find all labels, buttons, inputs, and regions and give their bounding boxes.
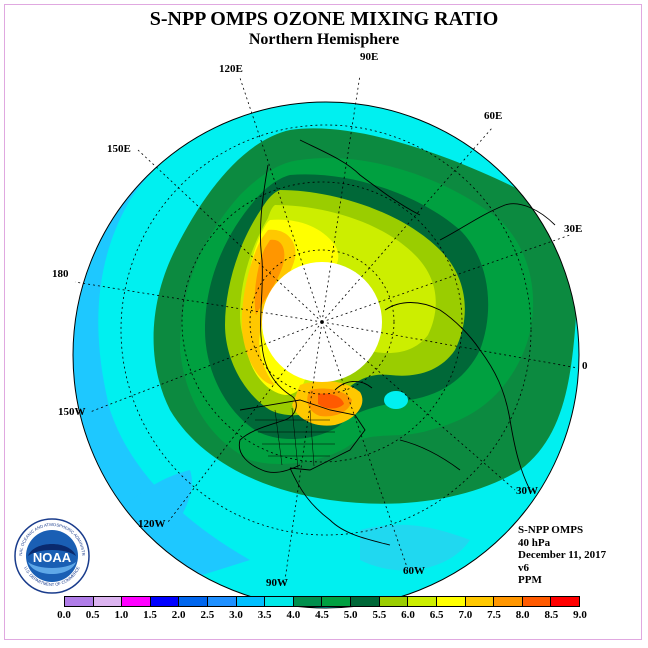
colorbar-tick-label: 7.5 <box>487 609 501 621</box>
colorbar-segment <box>551 597 579 606</box>
figure-frame <box>4 4 642 640</box>
map-boundary <box>72 101 580 609</box>
colorbar-ticks: 0.0 0.5 1.0 1.5 2.0 2.5 3.0 3.5 4.0 4.5 5.0 5.5 6.0 6… <box>57 609 587 623</box>
state-border <box>291 407 299 469</box>
colorbar-tick-label: 3.0 <box>229 609 243 621</box>
colorbar-tick-label: 2.5 <box>200 609 215 621</box>
info-date: December 11, 2017 <box>518 549 607 561</box>
colorbar-tick-label: 4.0 <box>286 609 301 621</box>
meridian-120w <box>167 321 323 523</box>
lon-label-120w: 120W <box>138 518 166 530</box>
meridian-90e <box>321 74 361 323</box>
logo-bird-icon <box>28 544 76 556</box>
info-instrument: S-NPP OMPS <box>518 524 584 536</box>
colorbar-segment <box>208 597 237 606</box>
lon-label-0: 0 <box>582 360 588 372</box>
colorbar-segment <box>150 597 180 606</box>
field-redorange <box>318 393 344 409</box>
logo-wave-icon <box>28 562 76 574</box>
latitude-circle-75 <box>249 249 395 395</box>
lon-label-30e: 30E <box>564 223 583 235</box>
meridian-90w <box>284 321 323 581</box>
colorbar-tick-label: 0.5 <box>85 609 100 621</box>
colorbar-segment <box>293 597 323 606</box>
map-title: S-NPP OMPS OZONE MIXING RATIO <box>149 8 499 30</box>
colorbar-segment <box>408 597 437 606</box>
colorbar-tick-label: 5.5 <box>372 609 387 621</box>
colorbar-segment <box>436 597 466 606</box>
lon-label-120e: 120E <box>219 63 243 75</box>
meridian-150w <box>89 321 323 413</box>
colorbar-tick-label: 5.0 <box>343 609 358 621</box>
colorbar-segment <box>265 597 294 606</box>
colorbar-tick-label: 3.5 <box>257 609 272 621</box>
coast-siberia <box>299 139 421 216</box>
meridian-30e <box>321 234 571 323</box>
colorbar-segment <box>93 597 123 606</box>
colorbar-tick-label: 9.0 <box>573 609 587 621</box>
colorbar-tick-label: 6.5 <box>429 609 444 621</box>
noaa-logo: NOAA NATIONAL OCEANIC AND ATMOSPHERIC AD… <box>14 518 90 594</box>
us-state-borders <box>255 407 335 469</box>
lon-label-180: 180 <box>52 268 69 280</box>
logo-text: NOAA <box>33 550 72 565</box>
meridian-180 <box>74 281 323 323</box>
meridian-150e <box>137 149 323 323</box>
colorbar-segment <box>465 597 495 606</box>
coast-africa-north <box>399 439 461 471</box>
product-info: S-NPP OMPS 40 hPa December 11, 2017 v6 P… <box>518 524 606 587</box>
colorbar-segment <box>379 597 409 606</box>
colorbar-segment <box>122 597 151 606</box>
info-units: PPM <box>518 574 542 586</box>
colorbar-segment <box>351 597 380 606</box>
lon-label-30w: 30W <box>516 485 538 497</box>
colorbar-tick-label: 1.5 <box>143 609 157 621</box>
state-border <box>274 409 283 466</box>
lon-label-150w: 150W <box>58 406 86 418</box>
colorbar-segment <box>322 597 352 606</box>
field-lightblue-west <box>73 102 290 608</box>
lon-label-60w: 60W <box>403 565 425 577</box>
lon-label-90w: 90W <box>266 577 288 589</box>
coast-europe <box>384 302 531 491</box>
colorbar-tick-label: 6.0 <box>401 609 415 621</box>
meridian-0 <box>321 321 579 369</box>
coast-central-america <box>289 467 391 546</box>
colorbar-segment <box>65 597 94 606</box>
colorbar-tick-label: 1.0 <box>114 609 129 621</box>
coast-asia-north <box>439 203 556 241</box>
state-border <box>309 409 315 467</box>
lon-label-150e: 150E <box>107 143 131 155</box>
lon-label-60e: 60E <box>484 110 503 122</box>
colorbar-tick-label: 0.0 <box>57 609 71 621</box>
field-lightblue-atlantic <box>360 524 470 571</box>
colorbar-segment <box>236 597 266 606</box>
colorbar-segment <box>179 597 209 606</box>
colorbar-segment <box>494 597 523 606</box>
colorbar-tick-label: 8.0 <box>515 609 530 621</box>
colorbar-tick-label: 4.5 <box>315 609 329 621</box>
colorbar-tick-label: 7.0 <box>458 609 473 621</box>
map-subtitle: Northern Hemisphere <box>248 31 400 48</box>
colorbar-tick-label: 8.5 <box>544 609 559 621</box>
latitude-circle-45 <box>120 124 532 536</box>
coast-pacific-west <box>238 164 301 473</box>
lon-label-90e: 90E <box>360 51 379 63</box>
latitude-circle-60 <box>181 181 463 463</box>
field-cyan-island <box>384 391 408 409</box>
coastlines <box>238 139 556 546</box>
graticule <box>74 74 579 581</box>
info-level: 40 hPa <box>518 536 551 549</box>
coast-greenland <box>334 381 373 391</box>
coast-north-america <box>239 399 366 471</box>
colorbar-segment <box>522 597 552 606</box>
colorbar <box>64 596 580 607</box>
colorbar-tick-label: 2.0 <box>171 609 186 621</box>
info-version: v6 <box>518 561 529 574</box>
meridian-60w <box>321 321 409 571</box>
